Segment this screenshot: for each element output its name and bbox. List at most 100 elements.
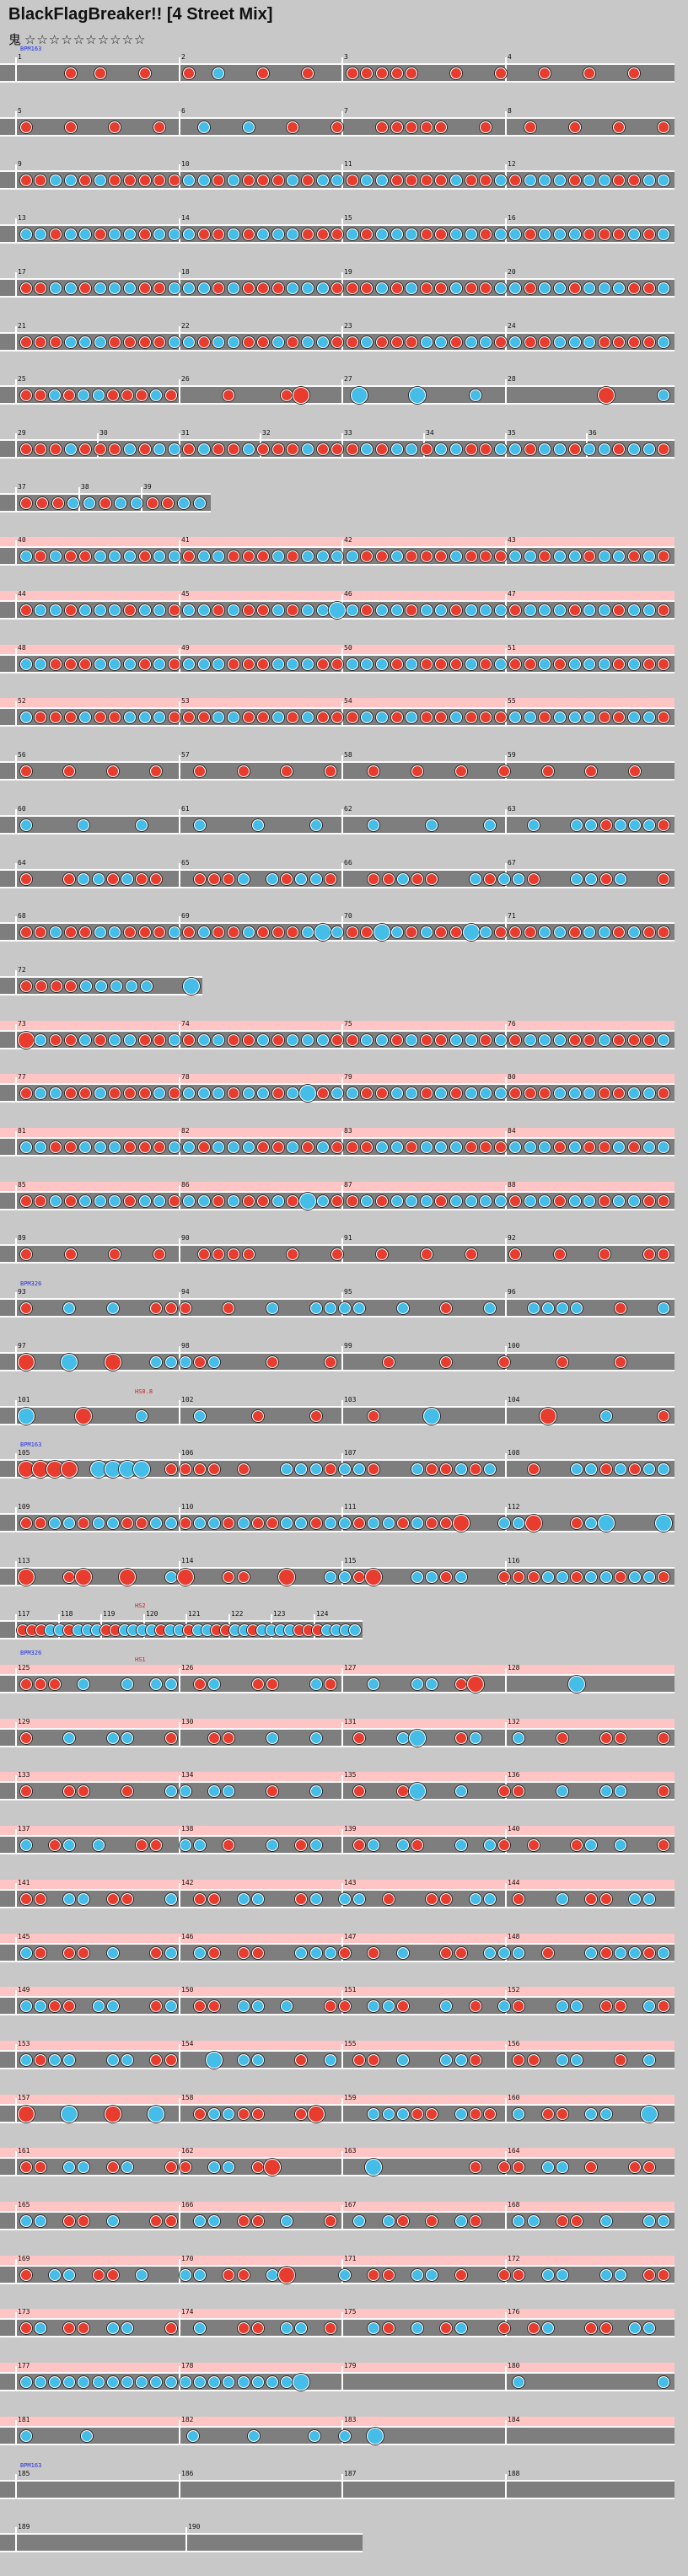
ka-note	[435, 443, 447, 455]
bar-line	[15, 970, 17, 996]
don-note	[391, 336, 403, 348]
don-note	[524, 228, 536, 240]
don-note	[658, 121, 669, 133]
ka-note	[539, 282, 551, 294]
bar-number: 11	[344, 160, 352, 168]
ka-note	[252, 1893, 264, 1905]
don-note	[136, 389, 148, 401]
don-note	[421, 174, 433, 186]
don-note	[35, 1517, 46, 1529]
don-note	[35, 336, 46, 348]
don-note	[169, 1087, 180, 1099]
chart-row: 64 65 66 67	[0, 859, 675, 888]
don-note	[658, 1410, 669, 1422]
bar-line	[505, 1238, 507, 1264]
difficulty-line: 鬼 ☆☆☆☆☆☆☆☆☆☆	[8, 30, 147, 48]
big-ka-note	[598, 1515, 615, 1532]
ka-note	[198, 926, 210, 938]
chart-row: 173 174 175 176	[0, 2308, 675, 2337]
don-note	[107, 2269, 119, 2281]
ka-note	[183, 604, 195, 616]
don-note	[556, 1356, 568, 1368]
bar-number: 182	[181, 2416, 194, 2423]
don-note	[107, 765, 119, 777]
don-note	[599, 1141, 610, 1153]
don-note	[569, 604, 581, 616]
bar-number: 51	[508, 644, 516, 652]
bar-number: 132	[508, 1718, 520, 1725]
don-note	[368, 873, 379, 885]
ka-note	[243, 121, 255, 133]
ka-note	[455, 2054, 467, 2066]
ka-note	[455, 2215, 467, 2227]
bar-line	[15, 2366, 17, 2391]
ka-note	[554, 282, 566, 294]
ka-note	[109, 926, 121, 938]
big-don-note	[540, 1408, 556, 1425]
bar-line	[15, 755, 17, 781]
bar-number: 55	[508, 697, 516, 705]
ka-note	[406, 1195, 417, 1207]
ka-note	[107, 1732, 119, 1744]
ka-note	[183, 282, 195, 294]
ka-note	[79, 1034, 91, 1046]
don-note	[455, 2269, 467, 2281]
don-note	[257, 282, 269, 294]
don-note	[49, 2000, 61, 2012]
don-note	[257, 67, 269, 79]
big-ka-note	[299, 1193, 316, 1210]
don-note	[272, 174, 284, 186]
don-note	[455, 765, 467, 777]
ka-note	[180, 1785, 191, 1797]
don-note	[99, 497, 111, 509]
ka-note	[629, 1893, 641, 1905]
bar-number: 12	[508, 160, 516, 168]
ka-note	[643, 550, 655, 562]
don-note	[583, 1141, 595, 1153]
ka-note	[629, 1571, 641, 1583]
ka-note	[498, 2000, 510, 2012]
don-note	[513, 2269, 524, 2281]
gogo-band	[0, 1074, 675, 1083]
don-note	[361, 282, 373, 294]
bar-number: 73	[18, 1020, 26, 1028]
ka-note	[208, 1517, 220, 1529]
don-note	[223, 1517, 234, 1529]
don-note	[35, 282, 46, 294]
don-note	[435, 1034, 447, 1046]
ka-note	[228, 1141, 239, 1153]
big-don-note	[105, 1354, 121, 1371]
ka-note	[295, 1517, 307, 1529]
ka-note	[628, 711, 640, 723]
don-note	[613, 443, 625, 455]
gogo-band	[0, 1987, 675, 1996]
bar-number: 127	[344, 1664, 357, 1672]
ka-note	[513, 1947, 524, 1959]
don-note	[498, 1785, 510, 1797]
chart-row: 177 178 179 180	[0, 2362, 675, 2391]
bar-number: 123	[273, 1610, 286, 1618]
chart-row: 169 170 171 172	[0, 2255, 675, 2284]
don-note	[556, 2108, 568, 2120]
don-note	[391, 282, 403, 294]
don-note	[287, 1248, 298, 1260]
ka-note	[287, 228, 298, 240]
don-note	[465, 711, 477, 723]
ka-note	[613, 1141, 625, 1153]
bar-number: 59	[508, 751, 516, 759]
big-ka-note	[367, 2428, 384, 2445]
bar-number: 169	[18, 2255, 30, 2262]
ka-note	[228, 711, 239, 723]
ka-note	[571, 873, 583, 885]
bar-number: 165	[18, 2201, 30, 2208]
ka-note	[80, 980, 92, 992]
bar-number: 168	[508, 2201, 520, 2208]
don-note	[524, 658, 536, 670]
bar-line	[179, 2205, 180, 2230]
ka-note	[121, 873, 133, 885]
bar-line	[341, 1400, 343, 1425]
don-note	[150, 765, 162, 777]
bar-number: 81	[18, 1127, 26, 1135]
don-note	[440, 1302, 452, 1314]
don-note	[599, 711, 610, 723]
